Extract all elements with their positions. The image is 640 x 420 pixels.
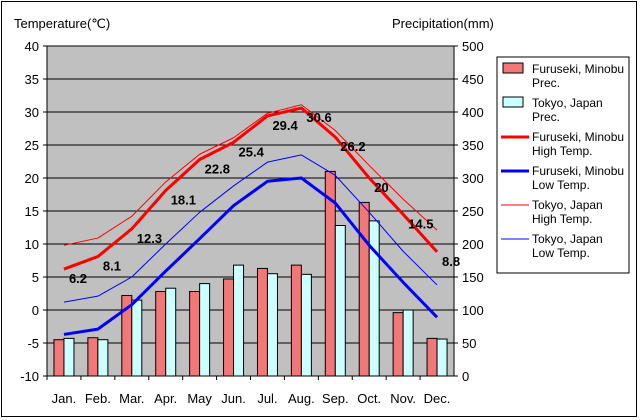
data-label: 20 bbox=[374, 180, 388, 195]
precip-bar bbox=[155, 291, 167, 377]
legend-label: Prec. bbox=[532, 76, 560, 90]
y-left-tick-label: 35 bbox=[25, 72, 39, 87]
y-left-tick-label: 40 bbox=[25, 39, 39, 54]
x-tick-label: Oct. bbox=[357, 391, 381, 406]
legend-label: Low Temp. bbox=[532, 178, 590, 192]
temperature-line bbox=[63, 106, 439, 271]
precip-bar bbox=[290, 264, 302, 377]
temperature-line bbox=[63, 104, 438, 246]
y-right-tick-label: 100 bbox=[462, 303, 484, 318]
data-label: 25.4 bbox=[239, 144, 265, 159]
precip-bar bbox=[199, 283, 211, 377]
y-left-tick-label: 0 bbox=[32, 303, 39, 318]
legend-label: Tokyo, Japan bbox=[532, 232, 603, 246]
data-label: 30.6 bbox=[306, 110, 331, 125]
x-tick-label: Aug. bbox=[288, 391, 315, 406]
precip-bar bbox=[368, 220, 380, 377]
legend-label: Tokyo, Japan bbox=[532, 198, 603, 212]
legend-label: Furuseki, Minobu bbox=[532, 164, 624, 178]
x-tick-label: Mar. bbox=[119, 391, 144, 406]
x-tick-label: Jul. bbox=[257, 391, 277, 406]
data-label: 18.1 bbox=[171, 193, 196, 208]
y-right-tick-label: 300 bbox=[462, 171, 484, 186]
legend-label: High Temp. bbox=[532, 144, 592, 158]
x-tick-label: Nov. bbox=[390, 391, 416, 406]
y-right-tick-label: 200 bbox=[462, 237, 484, 252]
y-right-tick-label: 150 bbox=[462, 270, 484, 285]
legend-label: Furuseki, Minobu bbox=[532, 130, 624, 144]
temperature-line bbox=[63, 154, 438, 303]
y-left-tick-label: 30 bbox=[25, 105, 39, 120]
precip-bar bbox=[97, 339, 109, 377]
precip-bar bbox=[266, 273, 278, 377]
x-tick-label: Dec. bbox=[424, 391, 451, 406]
precip-bar bbox=[402, 309, 414, 377]
y-right-tick-label: 400 bbox=[462, 105, 484, 120]
precip-bar bbox=[53, 339, 65, 377]
precip-bar bbox=[392, 312, 404, 377]
y-left-tick-label: 20 bbox=[25, 171, 39, 186]
y-left-tick-label: -10 bbox=[20, 369, 39, 384]
precip-bar bbox=[334, 225, 346, 377]
y-left-tick-label: 15 bbox=[25, 204, 39, 219]
precip-bar bbox=[63, 337, 75, 377]
y-axis-right-title: Precipitation(mm) bbox=[392, 16, 494, 31]
legend-box bbox=[496, 56, 630, 274]
data-label: 22.8 bbox=[205, 162, 230, 177]
precip-bar bbox=[256, 267, 268, 377]
data-label: 8.8 bbox=[442, 254, 460, 269]
precip-bar bbox=[300, 273, 312, 377]
precip-bar bbox=[131, 299, 143, 377]
legend-label: High Temp. bbox=[532, 212, 592, 226]
x-tick-label: Jun. bbox=[221, 391, 246, 406]
y-left-tick-label: -5 bbox=[27, 336, 39, 351]
legend-label: Prec. bbox=[532, 110, 560, 124]
precip-bar bbox=[223, 278, 235, 377]
legend-swatch bbox=[502, 96, 524, 108]
x-tick-label: Apr. bbox=[154, 391, 177, 406]
y-left-tick-label: 5 bbox=[32, 270, 39, 285]
y-left-tick-label: 25 bbox=[25, 138, 39, 153]
legend-label: Low Temp. bbox=[532, 246, 590, 260]
precip-bar bbox=[87, 337, 99, 377]
data-label: 6.2 bbox=[69, 271, 87, 286]
x-tick-label: Jan. bbox=[52, 391, 77, 406]
data-label: 12.3 bbox=[137, 231, 162, 246]
x-tick-label: Sep. bbox=[322, 391, 349, 406]
precip-bar bbox=[189, 291, 201, 377]
precip-bar bbox=[233, 264, 245, 377]
y-right-tick-label: 450 bbox=[462, 72, 484, 87]
data-label: 26.2 bbox=[340, 139, 365, 154]
data-label: 14.5 bbox=[408, 216, 433, 231]
legend-swatch bbox=[502, 62, 524, 74]
data-label: 8.1 bbox=[103, 259, 121, 274]
y-right-tick-label: 350 bbox=[462, 138, 484, 153]
x-tick-label: Feb. bbox=[85, 391, 111, 406]
x-tick-label: May bbox=[187, 391, 212, 406]
y-left-tick-label: 10 bbox=[25, 237, 39, 252]
y-right-tick-label: 500 bbox=[462, 39, 484, 54]
precip-bar bbox=[436, 338, 448, 377]
y-axis-left-title: Temperature(℃) bbox=[14, 16, 110, 31]
y-right-tick-label: 0 bbox=[462, 369, 469, 384]
y-right-tick-label: 250 bbox=[462, 204, 484, 219]
precip-bar bbox=[358, 201, 370, 377]
y-right-tick-label: 50 bbox=[462, 336, 476, 351]
data-label: 29.4 bbox=[272, 118, 298, 133]
temperature-line bbox=[63, 176, 439, 336]
legend-label: Furuseki, Minobu bbox=[532, 62, 624, 76]
legend-label: Tokyo, Japan bbox=[532, 96, 603, 110]
precip-bar bbox=[165, 287, 177, 377]
precip-bar bbox=[426, 337, 438, 377]
